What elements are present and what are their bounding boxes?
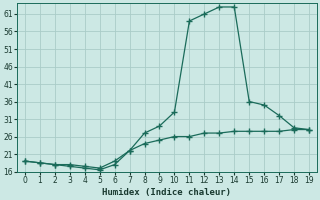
X-axis label: Humidex (Indice chaleur): Humidex (Indice chaleur) [102,188,231,197]
